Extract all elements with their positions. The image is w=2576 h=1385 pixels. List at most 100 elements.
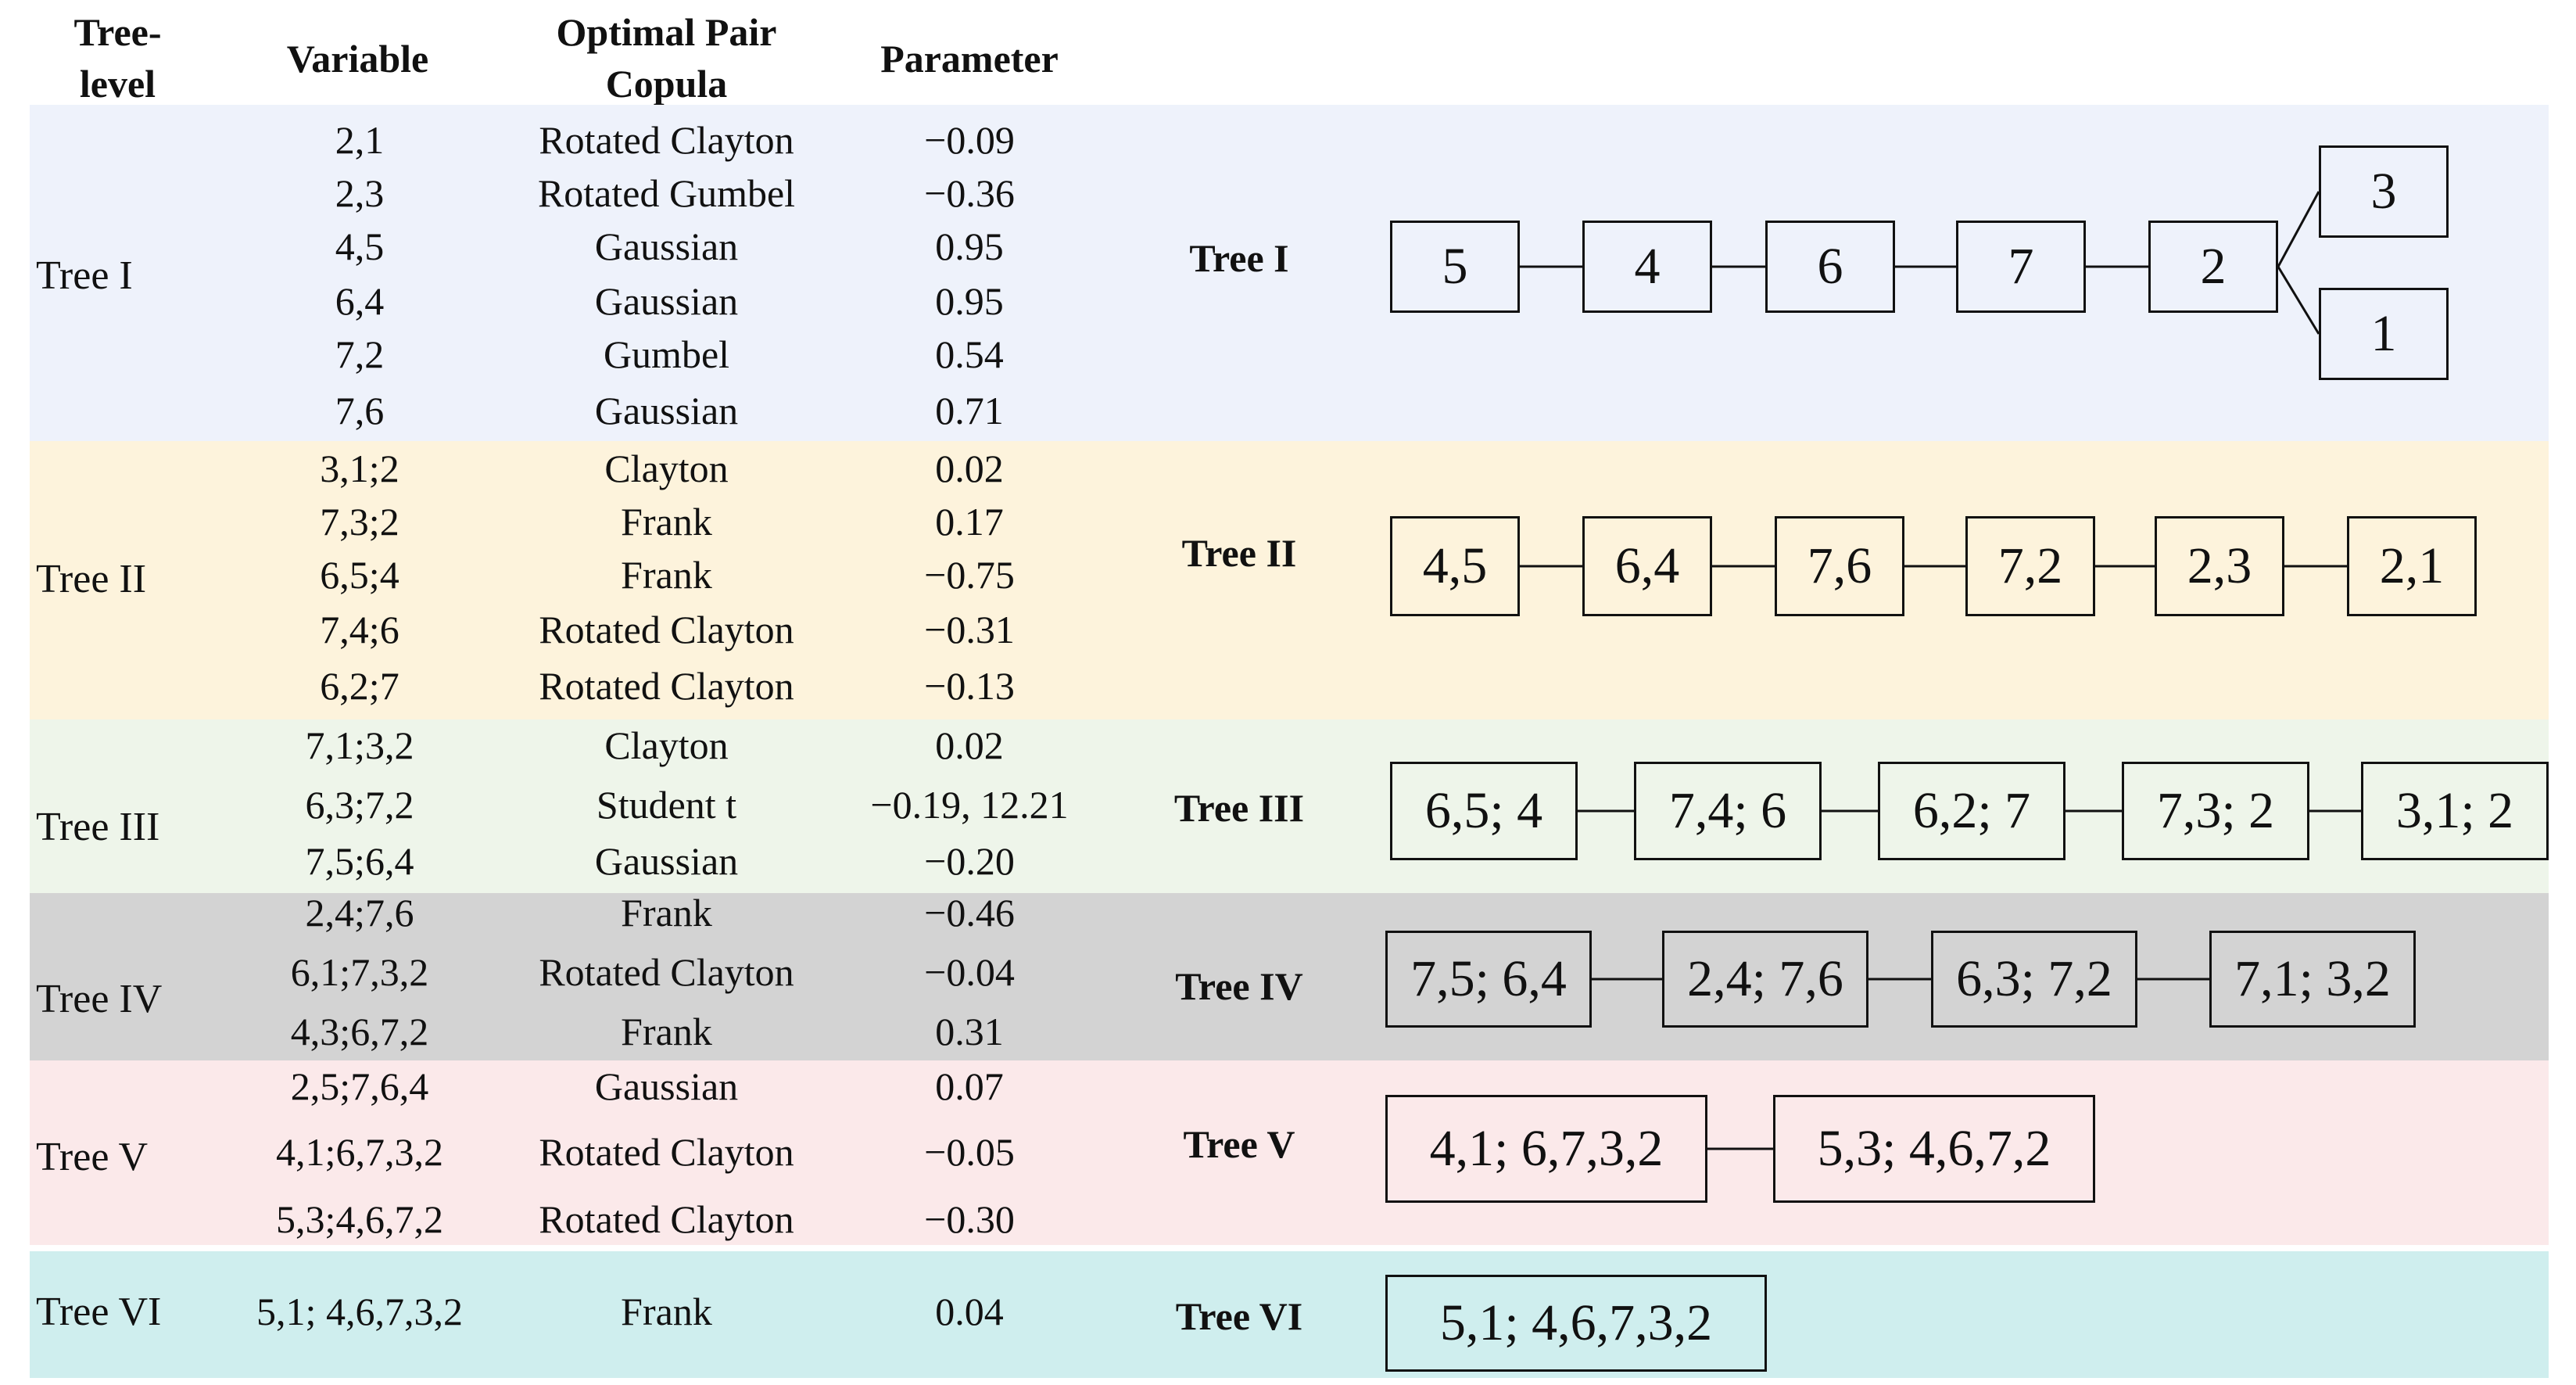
tree-node: 3,1; 2 [2361, 762, 2549, 860]
variable-cell: 6,1;7,3,2 [290, 950, 429, 994]
parameter-cell: 0.02 [935, 447, 1004, 490]
variable-cell: 3,1;2 [320, 447, 399, 490]
tree-band [30, 441, 2549, 719]
parameter-cell: 0.71 [935, 389, 1004, 432]
tree-node: 1 [2319, 288, 2449, 380]
tree-diagram-title: Tree IV [1175, 964, 1303, 1008]
tree-node: 4,5 [1390, 516, 1520, 616]
copula-cell: Clayton [604, 447, 729, 490]
tree-node: 7,4; 6 [1634, 762, 1822, 860]
parameter-cell: −0.75 [924, 553, 1015, 597]
variable-cell: 6,5;4 [320, 553, 399, 597]
tree-node: 2 [2148, 221, 2278, 313]
tree-node: 6 [1765, 221, 1895, 313]
tree-level-label: Tree VI [36, 1290, 162, 1334]
copula-cell: Clayton [604, 723, 729, 767]
copula-cell: Gaussian [594, 224, 739, 268]
variable-cell: 7,4;6 [320, 608, 399, 651]
tree-diagram-title: Tree I [1189, 236, 1289, 280]
tree-node: 5,1; 4,6,7,3,2 [1385, 1275, 1767, 1372]
tree-diagram-title: Tree V [1183, 1122, 1295, 1166]
tree-level-label: Tree IV [36, 977, 163, 1021]
copula-cell: Frank [621, 1290, 712, 1333]
copula-cell: Frank [621, 500, 712, 544]
parameter-cell: −0.36 [924, 171, 1015, 215]
parameter-cell: −0.19, 12.21 [870, 783, 1069, 827]
header-optimal-pair-copula: Optimal Pair Copula [556, 10, 777, 106]
tree-node: 2,3 [2155, 516, 2284, 616]
variable-cell: 2,1 [335, 118, 385, 162]
header-variable: Variable [286, 37, 429, 81]
parameter-cell: −0.20 [924, 839, 1015, 883]
variable-cell: 5,3;4,6,7,2 [276, 1197, 443, 1241]
parameter-cell: −0.31 [924, 608, 1015, 651]
parameter-cell: −0.30 [924, 1197, 1015, 1241]
copula-cell: Rotated Clayton [539, 664, 794, 708]
parameter-cell: 0.54 [935, 332, 1004, 376]
copula-cell: Gaussian [594, 839, 739, 883]
tree-node: 7,5; 6,4 [1385, 931, 1592, 1028]
variable-cell: 2,3 [335, 171, 385, 215]
copula-cell: Gumbel [603, 332, 730, 376]
copula-cell: Student t [596, 783, 737, 827]
tree-diagram-title: Tree VI [1175, 1294, 1303, 1338]
copula-cell: Rotated Clayton [539, 118, 794, 162]
variable-cell: 7,2 [335, 332, 385, 376]
tree-band [30, 105, 2549, 441]
variable-cell: 7,5;6,4 [305, 839, 414, 883]
parameter-cell: 0.31 [935, 1010, 1004, 1053]
tree-node: 6,5; 4 [1390, 762, 1578, 860]
parameter-cell: 0.95 [935, 279, 1004, 323]
parameter-cell: 0.07 [935, 1064, 1004, 1108]
parameter-cell: −0.04 [924, 950, 1015, 994]
tree-band [30, 1060, 2549, 1245]
variable-cell: 5,1; 4,6,7,3,2 [256, 1290, 463, 1333]
tree-node: 6,4 [1582, 516, 1712, 616]
variable-cell: 7,1;3,2 [305, 723, 414, 767]
parameter-cell: −0.13 [924, 664, 1015, 708]
parameter-cell: 0.95 [935, 224, 1004, 268]
copula-cell: Rotated Clayton [539, 1130, 794, 1174]
tree-node: 4,1; 6,7,3,2 [1385, 1095, 1707, 1203]
parameter-cell: −0.46 [924, 891, 1015, 935]
copula-cell: Rotated Clayton [539, 950, 794, 994]
copula-cell: Gaussian [594, 389, 739, 432]
header-tree-level: Tree- level [73, 10, 162, 106]
tree-band [30, 1251, 2549, 1378]
tree-node: 7 [1956, 221, 2086, 313]
copula-cell: Rotated Clayton [539, 608, 794, 651]
tree-level-label: Tree II [36, 557, 147, 601]
tree-level-label: Tree III [36, 805, 160, 849]
copula-cell: Frank [621, 1010, 712, 1053]
tree-node: 2,4; 7,6 [1662, 931, 1868, 1028]
tree-level-label: Tree I [36, 253, 133, 298]
variable-cell: 7,6 [335, 389, 385, 432]
copula-cell: Gaussian [594, 279, 739, 323]
parameter-cell: −0.09 [924, 118, 1015, 162]
tree-node: 2,1 [2347, 516, 2477, 616]
tree-node: 5,3; 4,6,7,2 [1773, 1095, 2095, 1203]
copula-cell: Frank [621, 553, 712, 597]
tree-band [30, 719, 2549, 893]
variable-cell: 2,4;7,6 [305, 891, 414, 935]
parameter-cell: 0.17 [935, 500, 1004, 544]
tree-diagram-title: Tree II [1181, 531, 1297, 575]
variable-cell: 6,2;7 [320, 664, 399, 708]
tree-node: 7,3; 2 [2122, 762, 2309, 860]
tree-node: 4 [1582, 221, 1712, 313]
variable-cell: 6,4 [335, 279, 385, 323]
tree-node: 7,6 [1775, 516, 1904, 616]
copula-cell: Rotated Clayton [539, 1197, 794, 1241]
parameter-cell: −0.05 [924, 1130, 1015, 1174]
tree-node: 6,2; 7 [1878, 762, 2065, 860]
variable-cell: 7,3;2 [320, 500, 399, 544]
variable-cell: 2,5;7,6,4 [290, 1064, 429, 1108]
tree-level-label: Tree V [36, 1135, 149, 1179]
tree-band [30, 893, 2549, 1060]
variable-cell: 4,1;6,7,3,2 [276, 1130, 443, 1174]
parameter-cell: 0.04 [935, 1290, 1004, 1333]
header-parameter: Parameter [880, 37, 1059, 81]
copula-cell: Rotated Gumbel [537, 171, 796, 215]
tree-node: 7,2 [1965, 516, 2095, 616]
